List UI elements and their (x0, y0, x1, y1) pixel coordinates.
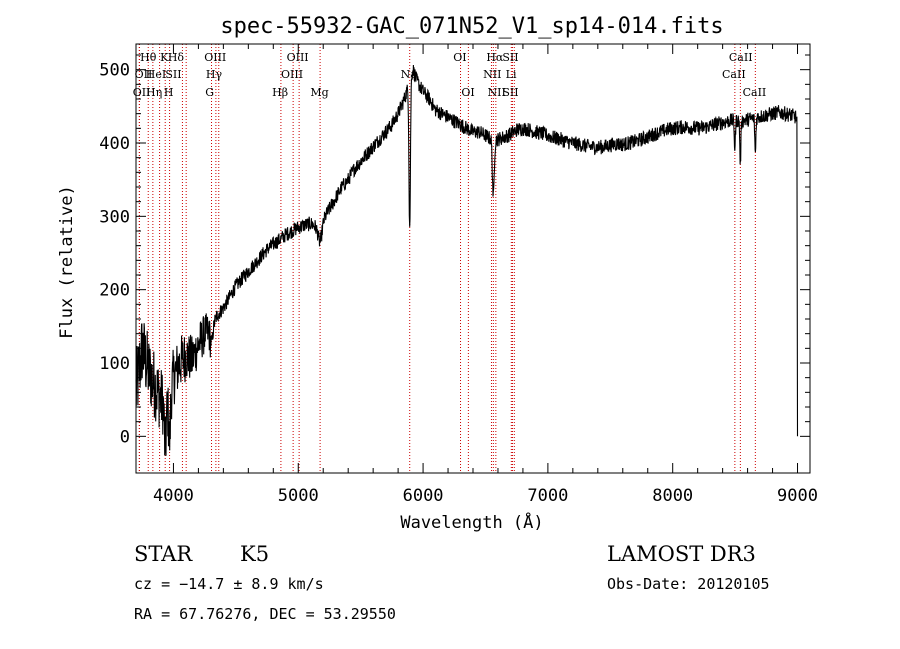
x-axis-label: Wavelength (Å) (400, 511, 543, 533)
chart-title: spec-55932-GAC_071N52_V1_sp14-014.fits (220, 14, 723, 39)
survey-name: LAMOST DR3 (607, 542, 756, 566)
line-label-CaII: CaII (729, 51, 753, 64)
x-tick-label: 5000 (278, 486, 319, 506)
x-tick-label: 9000 (777, 486, 818, 506)
line-label-Hβ: Hβ (272, 86, 288, 99)
y-tick-label: 400 (99, 134, 130, 154)
y-tick-label: 200 (99, 281, 130, 301)
spectral-line-markers (138, 44, 756, 473)
line-label-Na: Na (401, 68, 418, 81)
x-tick-label: 8000 (652, 486, 693, 506)
y-tick-label: 0 (120, 427, 130, 447)
x-tick-label: 6000 (403, 486, 444, 506)
line-label-Hη: Hη (146, 86, 162, 99)
line-label-CaII: CaII (743, 86, 767, 99)
observation-date: Obs-Date: 20120105 (607, 575, 770, 593)
line-label-NII: NII (483, 68, 501, 81)
line-label-K: K (160, 51, 169, 64)
plot-frame (135, 43, 811, 474)
line-label-HeI: HeI (146, 68, 166, 81)
line-label-OI: OI (461, 86, 474, 99)
line-label-H: H (164, 86, 174, 99)
y-axis-label: Flux (relative) (57, 185, 77, 339)
x-tick-label: 7000 (527, 486, 568, 506)
coordinates: RA = 67.76276, DEC = 53.29550 (134, 605, 396, 623)
line-label-OII: OII (135, 68, 153, 81)
line-label-OII: OII (133, 86, 151, 99)
redshift-value: cz = −14.7 ± 8.9 km/s (134, 575, 324, 593)
line-label-OIII: OIII (287, 51, 309, 64)
object-class: STAR (134, 542, 193, 566)
spectrum-series (135, 64, 799, 456)
axes: 4000 5000 6000 7000 8000 9000 0 100 200 300 400 500 (99, 43, 818, 506)
spectrum-line (135, 64, 799, 456)
line-label-OIII: OIII (281, 68, 303, 81)
line-label-OIII: OIII (204, 51, 226, 64)
line-label-OI: OI (453, 51, 466, 64)
line-label-Li: Li (506, 68, 517, 81)
line-label-Hδ: Hδ (168, 51, 185, 64)
line-label-Hα: Hα (486, 51, 504, 64)
object-subclass: K5 (240, 542, 269, 566)
y-tick-label: 500 (99, 61, 130, 81)
line-label-SII: SII (165, 68, 181, 81)
y-tick-label: 100 (99, 354, 130, 374)
line-label-SII: SII (502, 51, 518, 64)
spectral-line-labels: HθOIIOIIHηHeIKHSIIHδGHγOIIIHβOIIIOIIIMgN… (133, 51, 767, 99)
line-label-CaII: CaII (722, 68, 746, 81)
line-label-Hθ: Hθ (140, 51, 157, 64)
line-label-NII: NII (488, 86, 506, 99)
line-label-Mg: Mg (310, 86, 328, 99)
x-tick-label: 4000 (153, 486, 194, 506)
line-label-SII: SII (502, 86, 518, 99)
line-label-G: G (205, 86, 214, 99)
line-label-Hγ: Hγ (206, 68, 223, 81)
y-tick-label: 300 (99, 207, 130, 227)
